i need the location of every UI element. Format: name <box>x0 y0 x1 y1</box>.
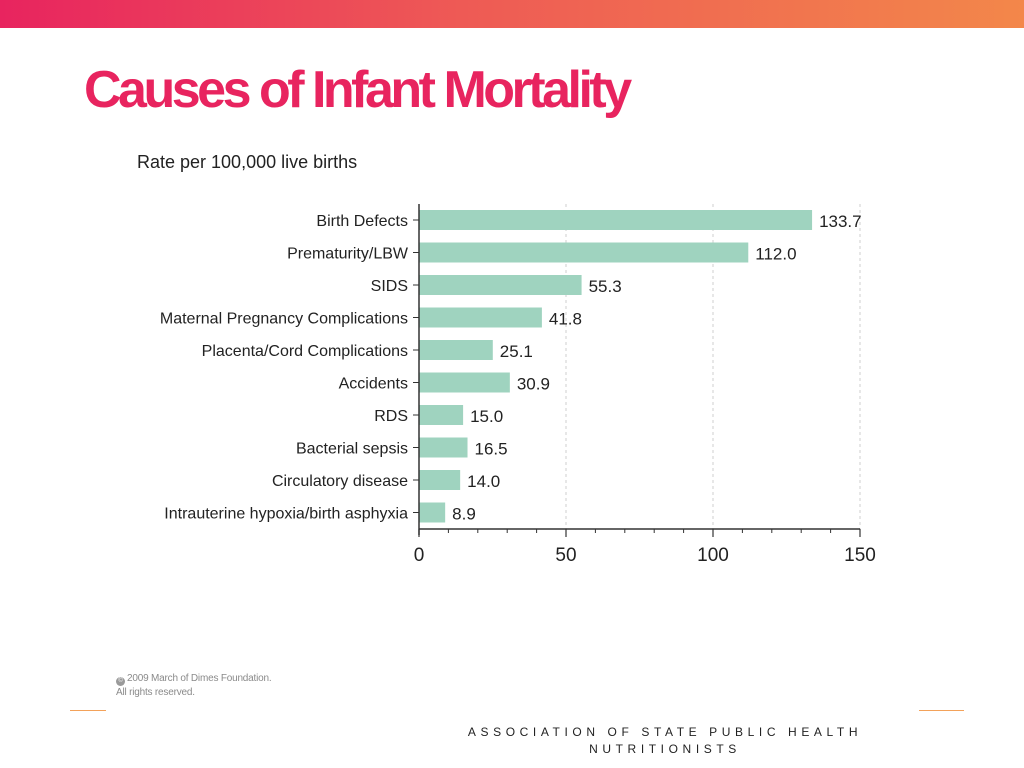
category-label-4: Placenta/Cord Complications <box>202 343 408 360</box>
footer-line-1: ASSOCIATION OF STATE PUBLIC HEALTH <box>467 725 863 739</box>
value-label-9: 8.9 <box>452 505 476 524</box>
chart-title: Rate per 100,000 live births <box>137 152 357 172</box>
value-label-4: 25.1 <box>500 342 533 361</box>
category-label-9: Intrauterine hypoxia/birth asphyxia <box>164 506 408 523</box>
x-tick-label-150: 150 <box>844 545 876 566</box>
category-label-5: Accidents <box>339 376 408 393</box>
bar-5 <box>419 372 510 393</box>
copyright-line-2: All rights reserved. <box>116 687 195 698</box>
bar-3 <box>419 307 542 328</box>
value-label-2: 55.3 <box>589 277 622 296</box>
category-label-8: Circulatory disease <box>272 473 408 490</box>
top-accent-bar <box>0 0 1024 28</box>
value-label-8: 14.0 <box>467 472 500 491</box>
footer-line-2: NUTRITIONISTS <box>589 742 741 756</box>
bar-0 <box>419 210 813 230</box>
footer-organization: ASSOCIATION OF STATE PUBLIC HEALTH NUTRI… <box>440 724 890 758</box>
value-label-3: 41.8 <box>549 310 582 329</box>
value-label-7: 16.5 <box>475 440 508 459</box>
copyright-icon: © <box>116 677 125 686</box>
x-tick-label-50: 50 <box>555 545 576 566</box>
x-tick-label-0: 0 <box>414 545 425 566</box>
category-label-2: SIDS <box>371 278 408 295</box>
bar-4 <box>419 340 493 360</box>
category-label-1: Prematurity/LBW <box>287 246 409 263</box>
value-label-6: 15.0 <box>470 407 503 426</box>
value-label-1: 112.0 <box>755 245 796 264</box>
copyright-notice: © 2009 March of Dimes Foundation. All rig… <box>116 672 272 700</box>
value-label-5: 30.9 <box>517 375 550 394</box>
bar-2 <box>419 275 582 295</box>
category-label-3: Maternal Pregnancy Complications <box>160 311 408 328</box>
category-label-0: Birth Defects <box>316 213 408 230</box>
bar-7 <box>419 437 468 458</box>
value-label-0: 133.7 <box>819 212 862 231</box>
bar-6 <box>419 405 464 425</box>
slide-title: Causes of Infant Mortality <box>84 61 632 119</box>
bar-layer: Birth Defects 133.7 Prematurity/LBW 112.0 SI… <box>160 210 862 524</box>
axis-layer: 0 50 100 150 <box>413 204 876 566</box>
x-tick-label-100: 100 <box>697 545 729 566</box>
bar-8 <box>419 470 461 490</box>
bar-9 <box>419 502 446 523</box>
footer-rule-right <box>919 710 964 711</box>
category-label-6: RDS <box>374 408 408 425</box>
bar-1 <box>419 242 749 263</box>
footer-rule-left <box>70 710 106 711</box>
copyright-line-1: 2009 March of Dimes Foundation. <box>127 673 272 684</box>
category-label-7: Bacterial sepsis <box>296 441 408 458</box>
